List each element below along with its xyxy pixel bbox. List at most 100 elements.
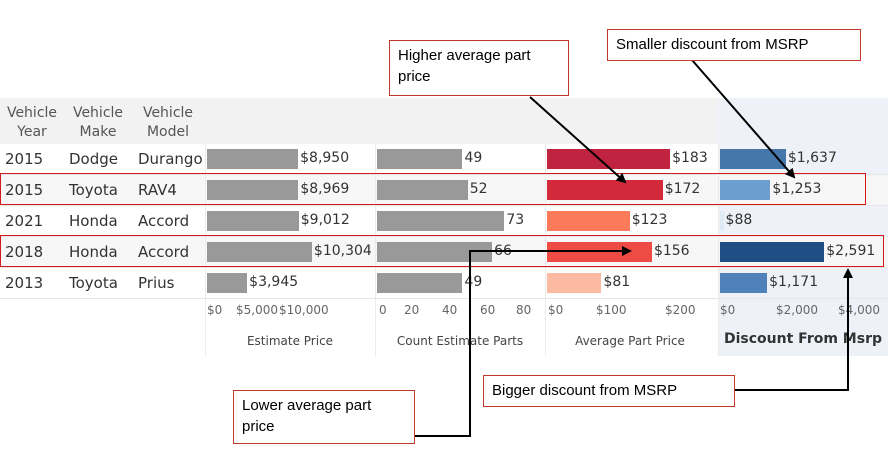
bar-count-estimate-parts — [377, 180, 468, 200]
data-label: $88 — [725, 212, 753, 228]
data-label: $1,637 — [787, 150, 837, 166]
header-line: Make — [79, 124, 117, 140]
bar-estimate-price — [207, 180, 299, 200]
bar-estimate-price — [207, 273, 248, 293]
bar-estimate-price — [207, 242, 312, 262]
axis-tick-label: $10,000 — [279, 303, 329, 317]
cell-make: Honda — [69, 212, 118, 230]
bar-estimate-price — [207, 211, 299, 231]
axis-tick-label: $2,000 — [776, 303, 818, 317]
cell-make: Dodge — [69, 150, 118, 168]
data-label: $1,253 — [772, 181, 822, 197]
axis-tick-label: $0 — [548, 303, 564, 317]
annotation-text: Lower average part price — [242, 397, 372, 435]
header-vehicle-make: Vehicle Make — [66, 104, 130, 142]
annotation-smaller-discount: Smaller discount from MSRP — [607, 29, 861, 61]
cell-year: 2015 — [5, 181, 44, 199]
cell-make: Toyota — [69, 181, 118, 199]
data-label: 49 — [464, 150, 483, 166]
arrow-smaller — [691, 59, 796, 179]
bar-discount-from-msrp — [720, 180, 771, 200]
data-label: $183 — [672, 150, 708, 166]
data-label: $8,950 — [300, 150, 350, 166]
column-divider — [375, 144, 376, 356]
axis-tick-label: $0 — [207, 303, 223, 317]
axis-title: Count Estimate Parts — [396, 334, 524, 348]
data-label: $172 — [664, 181, 701, 197]
bar-count-estimate-parts — [377, 242, 493, 262]
axis-tick-label: 0 — [379, 303, 387, 317]
annotation-text: Bigger discount from MSRP — [492, 382, 678, 399]
bar-average-part-price — [547, 211, 630, 231]
row-divider — [0, 205, 888, 206]
bar-discount-from-msrp — [720, 149, 786, 169]
header-vehicle-year: Vehicle Year — [0, 104, 64, 142]
column-divider — [718, 144, 719, 356]
cell-year: 2021 — [5, 212, 44, 230]
row-divider — [0, 236, 888, 237]
header-line: Vehicle — [72, 105, 124, 121]
axis-tick-label: $0 — [720, 303, 736, 317]
annotation-lower-avg-part-price: Lower average part price — [233, 390, 415, 444]
cell-model: Accord — [138, 212, 190, 230]
cell-make: Toyota — [69, 274, 118, 292]
bar-count-estimate-parts — [377, 211, 505, 231]
data-label: 73 — [506, 212, 525, 228]
data-label: $10,304 — [313, 243, 372, 259]
header-vehicle-model: Vehicle Model — [136, 104, 200, 142]
axis-title: Average Part Price — [575, 334, 685, 348]
bar-average-part-price — [547, 180, 663, 200]
axis-tick-label: $5,000 — [236, 303, 278, 317]
cell-year: 2018 — [5, 243, 44, 261]
bar-count-estimate-parts — [377, 149, 463, 169]
data-label: 49 — [464, 274, 483, 290]
bar-average-part-price — [547, 273, 602, 293]
row-divider — [0, 174, 888, 175]
data-label: $3,945 — [249, 274, 299, 290]
row-divider — [0, 298, 888, 299]
annotation-text: Higher average part price — [398, 47, 531, 85]
axis-tick-label: 40 — [442, 303, 458, 317]
cell-model: Durango — [138, 150, 203, 168]
row-highlight-accord-2018 — [0, 235, 884, 267]
bar-average-part-price — [547, 149, 671, 169]
row-divider — [0, 267, 888, 268]
arrow-higher — [529, 96, 627, 184]
data-label: $1,171 — [769, 274, 819, 290]
arrow-bigger — [735, 268, 853, 391]
data-label: $8,969 — [300, 181, 350, 197]
cell-model: Accord — [138, 243, 190, 261]
axis-tick-label: 20 — [404, 303, 420, 317]
bar-discount-from-msrp — [720, 242, 825, 262]
bar-discount-from-msrp — [720, 211, 724, 231]
axis-title: Estimate Price — [246, 334, 334, 348]
axis-tick-label: 80 — [516, 303, 532, 317]
cell-year: 2015 — [5, 150, 44, 168]
bar-count-estimate-parts — [377, 273, 463, 293]
header-line: Year — [17, 124, 47, 140]
bar-estimate-price — [207, 149, 299, 169]
annotation-text: Smaller discount from MSRP — [616, 36, 809, 53]
data-label: $9,012 — [300, 212, 350, 228]
annotation-higher-avg-part-price: Higher average part price — [389, 40, 569, 96]
header-line: Vehicle — [142, 105, 194, 121]
header-line: Vehicle — [6, 105, 58, 121]
cell-model: RAV4 — [138, 181, 177, 199]
header-line: Model — [146, 124, 190, 140]
cell-year: 2013 — [5, 274, 44, 292]
data-label: $156 — [653, 243, 690, 259]
bar-discount-from-msrp — [720, 273, 768, 293]
cell-model: Prius — [138, 274, 175, 292]
data-label: $81 — [603, 274, 631, 290]
axis-title: Discount From Msrp — [723, 331, 882, 347]
axis-tick-label: 60 — [480, 303, 496, 317]
discount-panel-bg — [718, 98, 888, 356]
data-label: $123 — [631, 212, 668, 228]
axis-tick-label: $100 — [596, 303, 627, 317]
annotation-bigger-discount: Bigger discount from MSRP — [483, 375, 735, 407]
arrow-lower — [415, 246, 632, 437]
axis-tick-label: $200 — [665, 303, 696, 317]
data-label: 52 — [469, 181, 488, 197]
data-label: $2,591 — [826, 243, 876, 259]
